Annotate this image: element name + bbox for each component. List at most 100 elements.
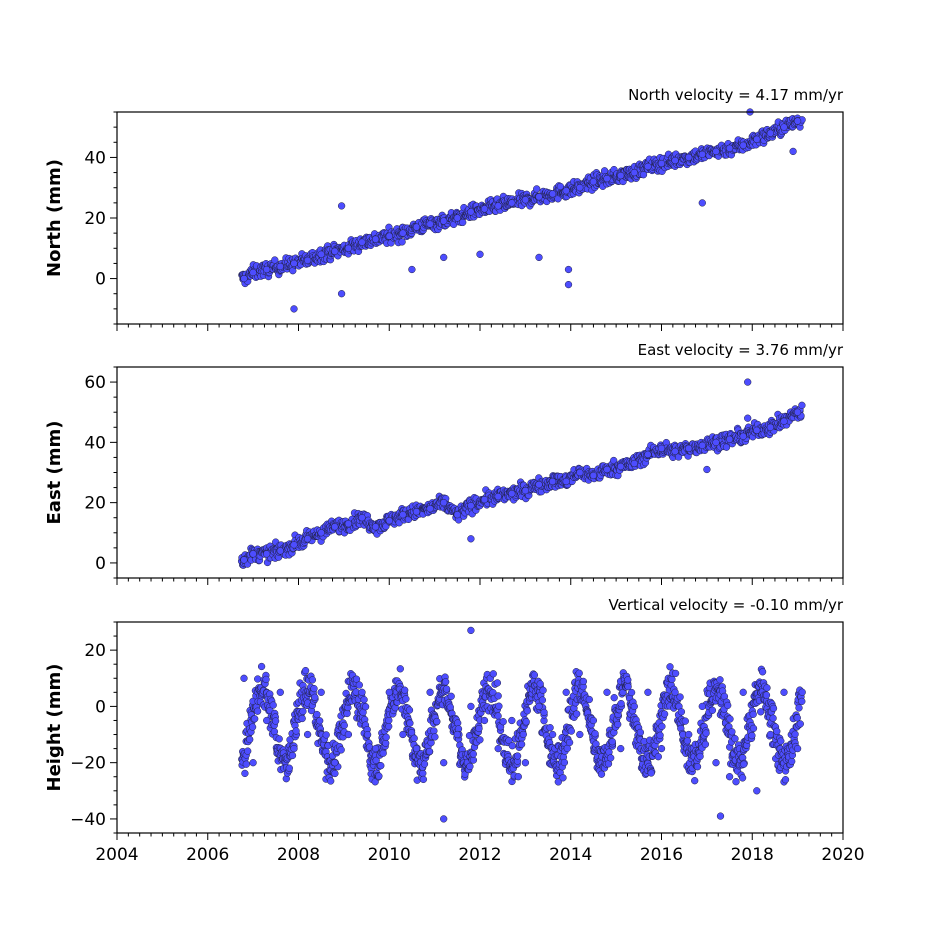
east-point bbox=[303, 535, 312, 543]
height-point bbox=[447, 692, 455, 700]
height-point bbox=[508, 716, 516, 725]
east-point bbox=[276, 547, 284, 555]
height-point bbox=[269, 701, 277, 709]
height-point bbox=[276, 688, 284, 696]
height-point bbox=[419, 775, 428, 784]
height-point bbox=[795, 704, 803, 712]
height-point bbox=[562, 688, 570, 696]
height-point bbox=[420, 760, 429, 768]
north-point bbox=[725, 144, 734, 152]
east-point bbox=[766, 423, 775, 431]
north-point bbox=[344, 244, 353, 252]
north-point bbox=[548, 190, 557, 198]
east-point bbox=[480, 495, 489, 504]
north-point bbox=[412, 223, 421, 231]
east-point bbox=[240, 556, 248, 564]
height-point bbox=[399, 730, 407, 739]
x-tick-label: 2006 bbox=[186, 845, 229, 865]
height-point bbox=[671, 688, 679, 696]
north-point bbox=[398, 238, 406, 246]
height-point bbox=[724, 701, 732, 710]
height-point bbox=[446, 703, 454, 711]
height-point bbox=[668, 675, 676, 683]
height-point bbox=[385, 716, 393, 725]
height-point bbox=[519, 730, 527, 739]
east-point bbox=[371, 523, 380, 531]
height-point bbox=[442, 685, 451, 693]
height-point bbox=[740, 760, 748, 768]
north-point bbox=[385, 232, 393, 240]
height-point bbox=[576, 730, 584, 739]
height-point bbox=[769, 704, 778, 713]
height-point bbox=[701, 740, 710, 748]
height-point bbox=[379, 749, 387, 757]
north-point bbox=[630, 168, 638, 177]
height-point bbox=[773, 727, 781, 735]
height-point bbox=[567, 727, 575, 735]
height-point bbox=[310, 684, 318, 693]
x-tick-label: 2014 bbox=[549, 845, 592, 865]
east-point bbox=[589, 471, 598, 480]
north-title: North velocity = 4.17 mm/yr bbox=[628, 86, 844, 104]
height-point bbox=[522, 718, 530, 726]
north-point bbox=[399, 229, 407, 237]
east-point bbox=[744, 378, 752, 386]
north-plot-frame bbox=[116, 111, 844, 325]
height-point bbox=[469, 750, 477, 758]
north-point bbox=[337, 290, 346, 298]
height-point bbox=[308, 676, 317, 684]
height-point bbox=[614, 720, 622, 729]
east-point bbox=[576, 468, 584, 477]
height-point bbox=[654, 753, 662, 761]
height-point bbox=[355, 681, 363, 689]
east-point bbox=[385, 517, 393, 525]
height-point bbox=[693, 763, 702, 771]
height-point bbox=[748, 731, 756, 740]
height-point bbox=[298, 714, 306, 723]
height-point bbox=[385, 688, 393, 696]
y-tick-label: −40 bbox=[70, 810, 106, 830]
height-point bbox=[565, 738, 574, 747]
x-tick-label: 2016 bbox=[640, 845, 683, 865]
height-point bbox=[475, 724, 483, 733]
north-point bbox=[440, 253, 448, 262]
y-tick-label: 20 bbox=[84, 641, 106, 661]
height-point bbox=[322, 731, 330, 739]
height-point bbox=[426, 688, 434, 696]
height-point bbox=[514, 773, 522, 781]
height-point bbox=[410, 734, 418, 742]
north-ylabel: North (mm) bbox=[44, 159, 65, 277]
east-point bbox=[630, 459, 638, 468]
height-point bbox=[440, 759, 448, 767]
north-point bbox=[671, 156, 679, 165]
height-point bbox=[708, 706, 717, 714]
height-point bbox=[467, 702, 475, 711]
east-point bbox=[712, 438, 720, 447]
height-point bbox=[617, 744, 625, 753]
height-point bbox=[249, 759, 257, 767]
height-point bbox=[257, 662, 266, 671]
north-point bbox=[317, 250, 325, 258]
height-point bbox=[698, 702, 706, 711]
east-point bbox=[780, 417, 788, 425]
north-point bbox=[535, 193, 543, 201]
height-point bbox=[793, 714, 801, 722]
height-point bbox=[607, 754, 615, 762]
height-point bbox=[656, 731, 664, 739]
height-point bbox=[275, 735, 283, 743]
east-point bbox=[617, 462, 625, 471]
height-point bbox=[521, 759, 530, 767]
y-tick-label: 0 bbox=[95, 270, 106, 290]
height-point bbox=[371, 744, 380, 753]
x-tick-label: 2020 bbox=[821, 845, 864, 865]
height-point bbox=[361, 703, 370, 711]
height-point bbox=[453, 730, 461, 739]
height-point bbox=[666, 663, 674, 671]
north-point bbox=[698, 199, 706, 207]
height-point bbox=[285, 764, 293, 772]
height-point bbox=[246, 735, 254, 744]
height-point bbox=[712, 759, 720, 767]
x-tick-label: 2008 bbox=[277, 845, 320, 865]
height-point bbox=[788, 757, 796, 766]
north-point bbox=[533, 185, 541, 193]
